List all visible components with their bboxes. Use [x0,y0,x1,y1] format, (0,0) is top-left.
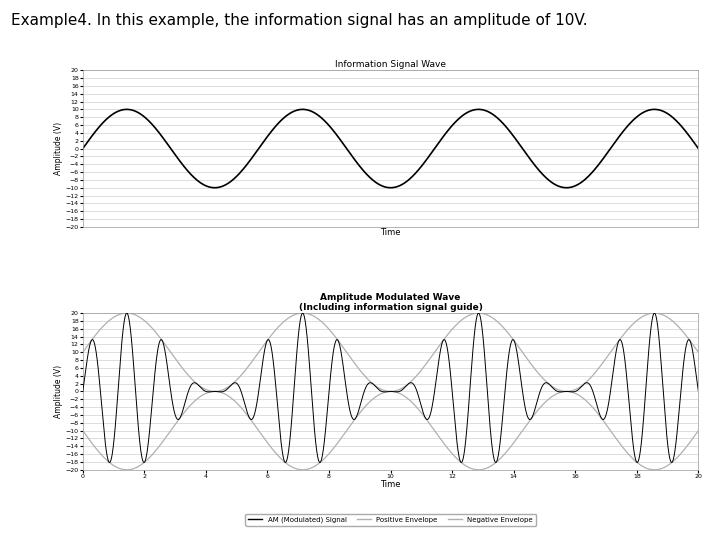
Y-axis label: Amplitude (V): Amplitude (V) [54,122,63,175]
AM (Modulated) Signal [443,344,451,350]
Title: Amplitude Modulated Wave
(Including information signal guide): Amplitude Modulated Wave (Including info… [299,293,482,312]
X-axis label: Time: Time [380,228,401,237]
AM (Modulated) Signal [298,310,307,316]
AM (Modulated) Signal [568,389,577,395]
AM (Modulated) Signal [469,335,478,341]
Negative Envelope [210,388,219,395]
Negative Envelope [298,467,307,473]
Positive Envelope [298,310,307,316]
Positive Envelope [694,349,703,355]
AM (Modulated) Signal [302,322,310,328]
Negative Envelope [443,444,451,451]
Negative Envelope [535,405,544,411]
Negative Envelope [469,466,478,472]
Line: AM (Modulated) Signal: AM (Modulated) Signal [83,313,698,462]
Positive Envelope [210,388,219,395]
Negative Envelope [109,462,118,469]
Positive Envelope [535,371,544,377]
Positive Envelope [78,349,87,355]
Positive Envelope [469,310,478,317]
Negative Envelope [302,467,310,473]
AM (Modulated) Signal [78,388,87,395]
Negative Envelope [694,427,703,434]
Positive Envelope [109,314,118,321]
AM (Modulated) Signal [535,390,544,397]
Negative Envelope [568,389,577,395]
Title: Information Signal Wave: Information Signal Wave [335,60,446,70]
Legend: AM (Modulated) Signal, Positive Envelope, Negative Envelope: AM (Modulated) Signal, Positive Envelope… [246,514,536,526]
AM (Modulated) Signal [109,439,118,446]
X-axis label: Time: Time [380,481,401,489]
Line: Negative Envelope: Negative Envelope [83,392,698,470]
Line: Positive Envelope: Positive Envelope [83,313,698,392]
Positive Envelope [302,310,310,316]
Text: Example4. In this example, the information signal has an amplitude of 10V.: Example4. In this example, the informati… [11,14,588,29]
Negative Envelope [78,427,87,434]
AM (Modulated) Signal [492,459,500,465]
Positive Envelope [443,332,451,339]
Y-axis label: Amplitude (V): Amplitude (V) [54,365,63,418]
AM (Modulated) Signal [694,388,703,395]
Positive Envelope [568,387,577,394]
